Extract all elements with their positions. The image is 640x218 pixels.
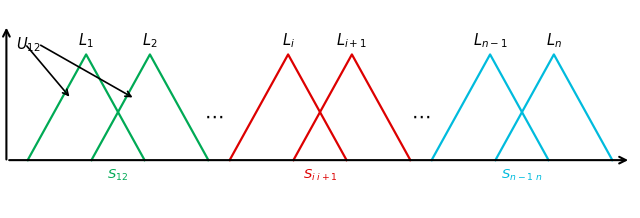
Text: $\mathit{L_{i+1}}$: $\mathit{L_{i+1}}$	[337, 32, 367, 50]
Text: $\mathit{L_{n-1}}$: $\mathit{L_{n-1}}$	[473, 32, 508, 50]
Text: $\mathit{L_2}$: $\mathit{L_2}$	[142, 32, 157, 50]
Text: $U_{12}$: $U_{12}$	[16, 35, 40, 54]
Text: $\mathit{L_n}$: $\mathit{L_n}$	[546, 32, 562, 50]
Text: $\mathit{L_1}$: $\mathit{L_1}$	[78, 32, 94, 50]
Text: $\mathit{S_{n-1\ n}}$: $\mathit{S_{n-1\ n}}$	[501, 167, 543, 183]
Text: $\mathit{L_i}$: $\mathit{L_i}$	[282, 32, 294, 50]
Text: $\mathit{S_{i\ i+1}}$: $\mathit{S_{i\ i+1}}$	[303, 167, 337, 183]
Text: $\mathit{S_{12}}$: $\mathit{S_{12}}$	[108, 167, 129, 183]
Text: $\cdots$: $\cdots$	[412, 106, 431, 125]
Text: $\cdots$: $\cdots$	[204, 106, 223, 125]
